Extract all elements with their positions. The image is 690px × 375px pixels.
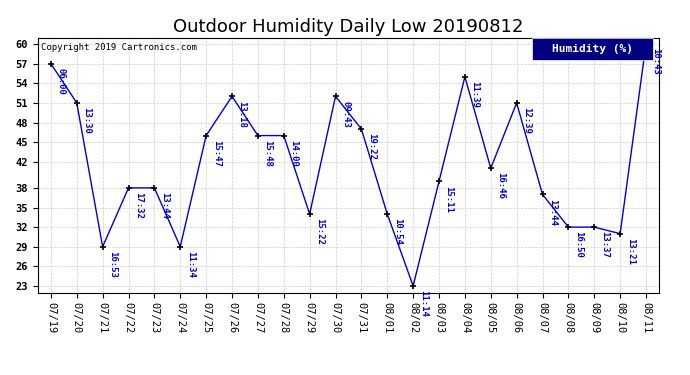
Text: 10:43: 10:43	[651, 48, 660, 75]
Text: 17:32: 17:32	[134, 192, 143, 219]
Text: 13:18: 13:18	[237, 100, 246, 128]
Text: 16:46: 16:46	[496, 172, 505, 199]
Text: Copyright 2019 Cartronics.com: Copyright 2019 Cartronics.com	[41, 43, 197, 52]
FancyBboxPatch shape	[531, 38, 653, 60]
Text: 15:48: 15:48	[264, 140, 273, 166]
Text: 11:14: 11:14	[419, 290, 428, 317]
Text: 15:47: 15:47	[212, 140, 221, 166]
Text: 16:53: 16:53	[108, 251, 117, 278]
Text: 12:39: 12:39	[522, 107, 531, 134]
Text: 06:00: 06:00	[57, 68, 66, 95]
Text: 15:22: 15:22	[315, 218, 324, 245]
Title: Outdoor Humidity Daily Low 20190812: Outdoor Humidity Daily Low 20190812	[173, 18, 524, 36]
Text: 13:44: 13:44	[548, 199, 557, 225]
Text: 10:54: 10:54	[393, 218, 402, 245]
Text: Humidity (%): Humidity (%)	[552, 44, 633, 54]
Text: 13:37: 13:37	[600, 231, 609, 258]
Text: 11:34: 11:34	[186, 251, 195, 278]
Text: 16:50: 16:50	[574, 231, 583, 258]
Text: 13:44: 13:44	[160, 192, 169, 219]
Text: 19:22: 19:22	[367, 133, 376, 160]
Text: 13:21: 13:21	[626, 238, 635, 265]
Text: 14:00: 14:00	[289, 140, 298, 166]
Text: 11:39: 11:39	[471, 81, 480, 108]
Text: 13:30: 13:30	[82, 107, 91, 134]
Text: 09:43: 09:43	[341, 100, 350, 128]
Text: 15:11: 15:11	[444, 186, 453, 212]
